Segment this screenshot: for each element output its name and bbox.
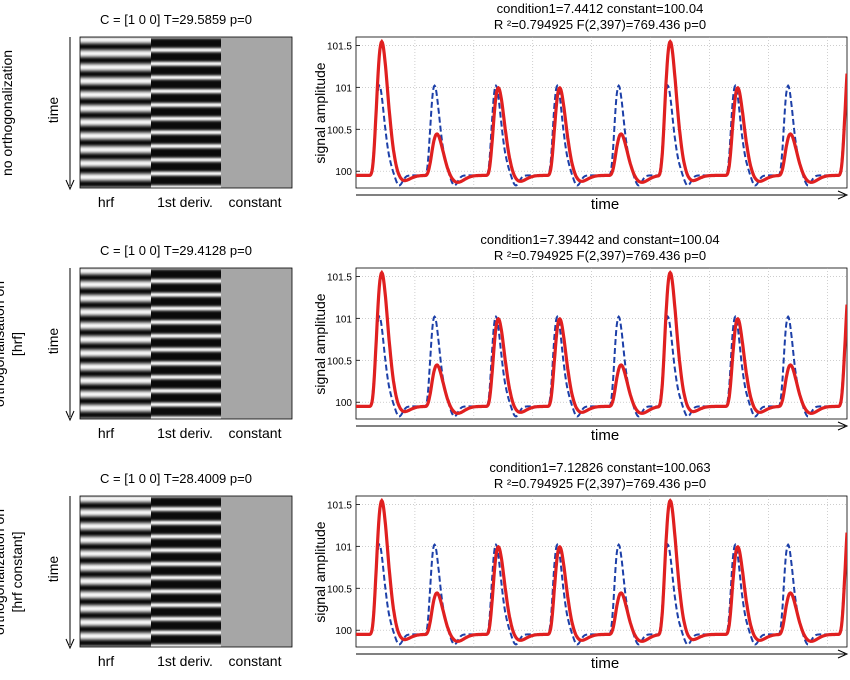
y-tick-label: 100.5 (327, 125, 352, 136)
plot-area (355, 495, 848, 648)
y-tick-label: 100.5 (327, 356, 352, 367)
matrix-column-hrf (80, 496, 151, 647)
row-label: orthogonalization on[hrf constant] (0, 509, 25, 635)
y-tick-label: 101 (335, 83, 352, 94)
y-tick-label: 101.5 (327, 500, 352, 511)
matrix-column-hrf (80, 37, 151, 188)
design-matrix: C = [1 0 0] T=29.4128 p=0 hrf 1st deriv. co… (45, 243, 293, 441)
row-label-line: [hrf constant] (9, 532, 25, 613)
y-tick-label: 100.5 (327, 584, 352, 595)
y-tick-label: 101 (335, 542, 352, 553)
y-tick-label: 101 (335, 314, 352, 325)
design-matrix: C = [1 0 0] T=28.4009 p=0 hrf 1st deriv. co… (45, 471, 293, 669)
matrix-col-label: hrf (98, 653, 114, 669)
matrix-col-label: 1st deriv. (157, 194, 213, 210)
plot-time-arrowhead (837, 190, 849, 200)
matrix-col-label: 1st deriv. (157, 425, 213, 441)
row-label: no orthogonalization (0, 50, 15, 176)
matrix-col-label: 1st deriv. (157, 653, 213, 669)
x-axis-label: time (591, 655, 619, 672)
plot-title: condition1=7.39442 and constant=100.04 (480, 232, 719, 247)
matrix-column-derivative (151, 496, 221, 647)
y-axis-label: signal amplitude (312, 62, 328, 163)
panel-row-3: orthogonalization on[hrf constant] C = [1… (0, 460, 849, 672)
row-label-line: [hrf] (9, 332, 25, 356)
matrix-col-label: hrf (98, 425, 114, 441)
row-label: orthogonalisation on[hrf] (0, 281, 25, 407)
signal-plot: condition1=7.39442 and constant=100.04R … (312, 232, 849, 444)
series-fitted-model (356, 269, 847, 415)
matrix-time-label: time (45, 556, 61, 583)
matrix-column-derivative (151, 37, 221, 188)
matrix-frame (79, 267, 293, 420)
matrix-time-label: time (45, 97, 61, 124)
y-tick-label: 100 (335, 167, 352, 178)
panel-row-2: orthogonalisation on[hrf] C = [1 0 0] T=2… (0, 232, 849, 444)
matrix-frame (79, 495, 293, 648)
plot-title: R ²=0.794925 F(2,397)=769.436 p=0 (494, 17, 706, 32)
signal-plot: condition1=7.4412 constant=100.04R ²=0.7… (312, 1, 849, 213)
y-tick-label: 100 (335, 398, 352, 409)
x-axis-label: time (591, 427, 619, 444)
row-label-line: orthogonalisation on (0, 281, 7, 407)
matrix-column-hrf (80, 268, 151, 419)
plot-area (355, 267, 848, 420)
y-axis-label: signal amplitude (312, 521, 328, 622)
matrix-time-arrowhead (65, 638, 75, 650)
matrix-col-label: hrf (98, 194, 114, 210)
plot-area (355, 36, 848, 189)
series-fitted-model (356, 38, 847, 184)
matrix-title: C = [1 0 0] T=29.4128 p=0 (100, 243, 252, 258)
design-matrix: C = [1 0 0] T=29.5859 p=0 hrf 1st deriv. co… (45, 12, 293, 210)
matrix-title: C = [1 0 0] T=28.4009 p=0 (100, 471, 252, 486)
y-tick-label: 101.5 (327, 41, 352, 52)
plot-title: condition1=7.4412 constant=100.04 (497, 1, 704, 16)
matrix-time-label: time (45, 328, 61, 355)
matrix-col-label: constant (229, 653, 282, 669)
matrix-column-constant (221, 268, 292, 419)
matrix-col-label: constant (229, 194, 282, 210)
matrix-col-label: constant (229, 425, 282, 441)
y-tick-label: 101.5 (327, 272, 352, 283)
x-axis-label: time (591, 196, 619, 213)
matrix-column-derivative (151, 268, 221, 419)
matrix-time-arrowhead (65, 179, 75, 191)
matrix-column-constant (221, 37, 292, 188)
matrix-time-arrowhead (65, 410, 75, 422)
plot-title: R ²=0.794925 F(2,397)=769.436 p=0 (494, 476, 706, 491)
y-axis-label: signal amplitude (312, 293, 328, 394)
matrix-frame (79, 36, 293, 189)
plot-title: R ²=0.794925 F(2,397)=769.436 p=0 (494, 248, 706, 263)
matrix-title: C = [1 0 0] T=29.5859 p=0 (100, 12, 252, 27)
row-label-line: orthogonalization on (0, 509, 7, 635)
y-tick-label: 100 (335, 626, 352, 637)
series-fitted-model (356, 497, 847, 643)
plot-time-arrowhead (837, 649, 849, 659)
matrix-column-constant (221, 496, 292, 647)
plot-time-arrowhead (837, 421, 849, 431)
panel-row-1: no orthogonalization C = [1 0 0] T=29.585… (0, 1, 849, 213)
plot-title: condition1=7.12826 constant=100.063 (489, 460, 710, 475)
row-label-line: no orthogonalization (0, 50, 15, 176)
